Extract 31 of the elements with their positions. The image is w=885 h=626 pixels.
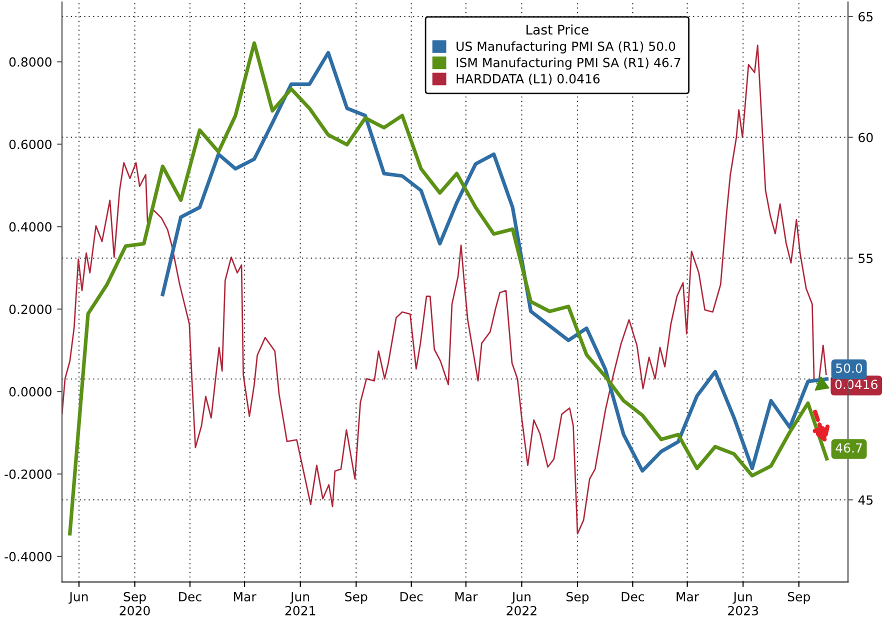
x-tick-label: Sep 2020 [120,592,150,616]
legend-label: ISM Manufacturing PMI SA (R1) 46.7 [456,58,680,70]
x-tick-label: Sep [788,592,810,604]
x-tick-label: Dec [622,592,644,602]
y-tick-label: 0.2000 [9,304,52,314]
y-tick-label: 0.6000 [9,140,52,150]
y-tick-label: -0.2000 [4,469,52,479]
y-tick-label: 0.8000 [9,57,52,67]
data-label: 46.7 [836,443,862,453]
y2-tick-label: 65 [858,12,873,22]
y2-tick-label: 60 [858,132,873,142]
y-tick-label: -0.4000 [4,552,52,562]
x-tick-label: Dec [400,592,423,602]
y2-tick-label: 45 [858,495,873,505]
y-tick-label: 0.0000 [9,387,52,396]
x-tick-label: Sep [345,592,368,604]
x-tick-label: Dec [179,592,202,602]
x-tick-label: Jun [68,592,88,604]
legend-label: US Manufacturing PMI SA (R1) 50.0 [456,41,676,54]
x-tick-label: Mar [234,592,256,602]
x-tick-label: Jun 2023 [728,592,758,616]
y-tick-label: 0.4000 [9,222,52,232]
legend-label: HARDDATA (L1) 0.0416 [456,74,600,85]
x-tick-label: Sep [566,592,589,604]
legend-title: Last Price [526,24,588,35]
data-label: 50.0 [836,363,862,373]
x-tick-label: Mar [455,592,478,602]
x-tick-label: Jun 2021 [285,592,316,616]
x-tick-label: Jun 2022 [506,592,536,616]
x-tick-label: Mar [676,592,700,602]
y2-tick-label: 55 [858,254,873,264]
